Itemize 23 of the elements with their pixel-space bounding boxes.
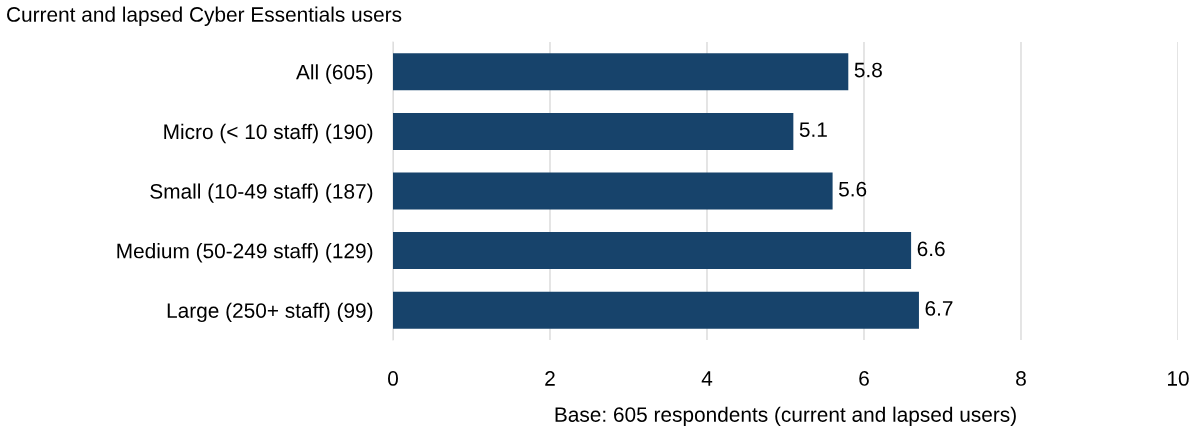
data-label: 5.6 xyxy=(838,181,867,197)
bar xyxy=(393,291,919,329)
x-tick-label: 4 xyxy=(701,371,713,386)
x-tick-label: 6 xyxy=(859,371,869,386)
x-tick-label: 8 xyxy=(1016,371,1026,386)
x-tick-label: 0 xyxy=(388,371,398,386)
data-label: 6.6 xyxy=(917,241,945,257)
y-tick-label: Small (10-49 staff) (187) xyxy=(150,183,373,203)
data-label: 6.7 xyxy=(925,301,953,316)
data-label: 5.8 xyxy=(854,62,882,78)
y-tick-label: Medium (50-249 staff) (129) xyxy=(117,243,373,263)
bar xyxy=(393,232,912,270)
bar xyxy=(393,53,849,91)
text: Current and lapsed Cyber Essentials users xyxy=(7,6,402,26)
data-label: 5.1 xyxy=(799,122,827,137)
bar xyxy=(393,112,794,150)
x-tick-label: 2 xyxy=(545,371,555,386)
x-tick-label: 10 xyxy=(1168,371,1189,386)
y-tick-label: Micro (< 10 staff) (190) xyxy=(164,123,373,144)
x-axis-title: Base: 605 respondents (current and lapsed users) xyxy=(555,406,1016,427)
bar xyxy=(393,172,833,210)
y-tick-label: All (605) xyxy=(296,64,373,84)
y-tick-label: Large (250+ staff) (99) xyxy=(167,302,373,323)
